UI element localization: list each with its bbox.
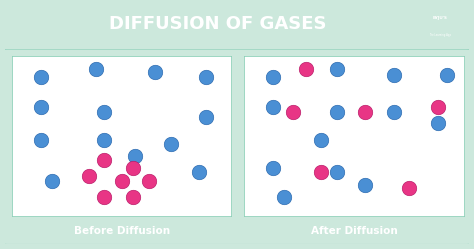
Point bbox=[302, 67, 310, 71]
Point bbox=[118, 179, 126, 183]
Point bbox=[333, 110, 340, 114]
Text: Before Diffusion: Before Diffusion bbox=[74, 226, 170, 236]
Point bbox=[362, 183, 369, 187]
Point bbox=[151, 70, 159, 74]
Point bbox=[129, 166, 137, 170]
Point bbox=[100, 195, 108, 199]
Point bbox=[434, 122, 442, 125]
Point bbox=[195, 170, 203, 174]
Point bbox=[100, 137, 108, 141]
Point bbox=[434, 105, 442, 109]
Point bbox=[85, 175, 93, 179]
Point bbox=[36, 105, 44, 109]
Text: DIFFUSION OF GASES: DIFFUSION OF GASES bbox=[109, 15, 327, 33]
Point bbox=[280, 195, 288, 199]
Point bbox=[202, 75, 210, 79]
FancyBboxPatch shape bbox=[244, 56, 465, 217]
Point bbox=[289, 110, 296, 114]
Point bbox=[333, 67, 340, 71]
Point bbox=[318, 170, 325, 174]
FancyBboxPatch shape bbox=[12, 56, 232, 217]
Point bbox=[92, 67, 100, 71]
Point bbox=[36, 137, 44, 141]
Point bbox=[269, 75, 276, 79]
Point bbox=[443, 73, 451, 77]
Text: After Diffusion: After Diffusion bbox=[311, 226, 398, 236]
Point bbox=[100, 158, 108, 162]
Point bbox=[390, 110, 398, 114]
Point bbox=[100, 110, 108, 114]
Point bbox=[145, 179, 152, 183]
Point bbox=[406, 186, 413, 190]
Point bbox=[129, 195, 137, 199]
Point bbox=[131, 154, 139, 158]
Point bbox=[48, 179, 55, 183]
Point bbox=[318, 137, 325, 141]
Point bbox=[333, 170, 340, 174]
Text: BYJU'S: BYJU'S bbox=[432, 16, 447, 20]
Point bbox=[390, 73, 398, 77]
Point bbox=[362, 110, 369, 114]
Point bbox=[36, 75, 44, 79]
Point bbox=[167, 142, 174, 146]
Point bbox=[269, 105, 276, 109]
Point bbox=[269, 166, 276, 170]
Point bbox=[202, 115, 210, 119]
Text: The Learning App: The Learning App bbox=[428, 33, 451, 37]
